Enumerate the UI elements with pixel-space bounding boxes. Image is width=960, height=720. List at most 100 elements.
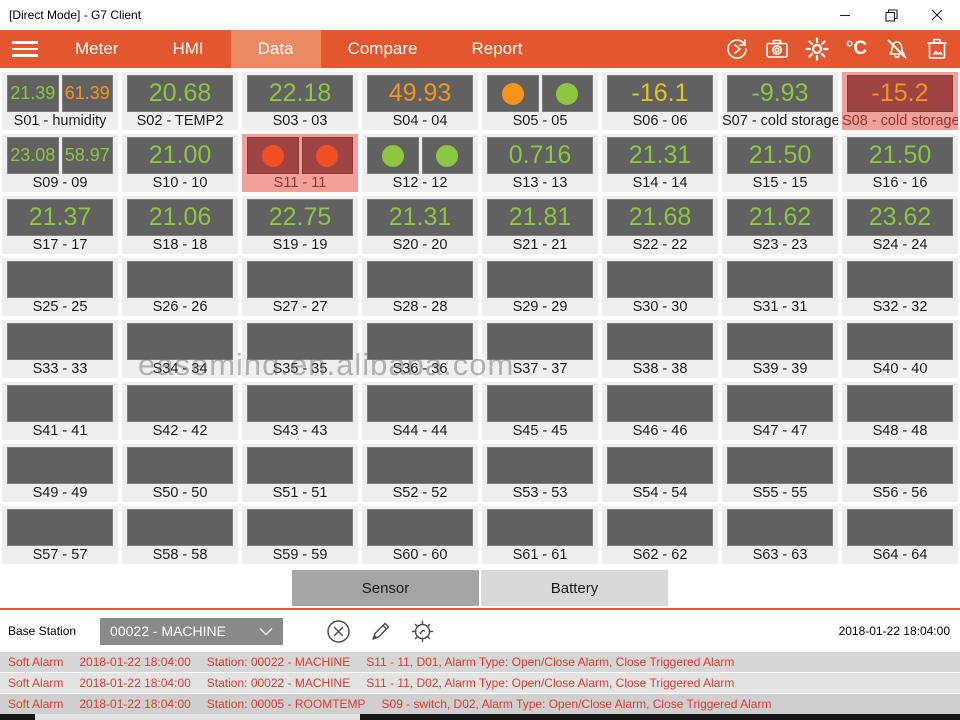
sensor-tile-S07[interactable]: -9.93 S07 - cold storage — [720, 70, 840, 132]
sensor-tile-S03[interactable]: 22.18 S03 - 03 — [240, 70, 360, 132]
sensor-tile-S06[interactable]: -16.1 S06 - 06 — [600, 70, 720, 132]
sensor-tile-S27[interactable]: S27 - 27 — [240, 256, 360, 318]
status-circle-green-icon — [436, 144, 459, 167]
sensor-tile-S52[interactable]: S52 - 52 — [360, 442, 480, 504]
sensor-tile-S24[interactable]: 23.62 S24 - 24 — [840, 194, 960, 256]
sensor-tile-S43[interactable]: S43 - 43 — [240, 380, 360, 442]
sensor-tile-S41[interactable]: S41 - 41 — [0, 380, 120, 442]
sensor-tile-S18[interactable]: 21.06 S18 - 18 — [120, 194, 240, 256]
sensor-tile-S20[interactable]: 21.31 S20 - 20 — [360, 194, 480, 256]
value-box — [367, 137, 419, 174]
sensor-tile-S34[interactable]: S34 - 34 — [120, 318, 240, 380]
tab-data[interactable]: Data — [230, 30, 321, 68]
value-box: -15.2 — [847, 75, 953, 112]
sensor-tile-S17[interactable]: 21.37 S17 - 17 — [0, 194, 120, 256]
sensor-tile-S46[interactable]: S46 - 46 — [600, 380, 720, 442]
sensor-tile-S35[interactable]: S35 - 35 — [240, 318, 360, 380]
mute-bell-icon[interactable] — [883, 36, 910, 63]
scrollbar-thumb[interactable] — [35, 714, 360, 720]
sensor-tile-S12[interactable]: S12 - 12 — [360, 132, 480, 194]
sensor-tile-S42[interactable]: S42 - 42 — [120, 380, 240, 442]
sensor-tile-S55[interactable]: S55 - 55 — [720, 442, 840, 504]
sensor-tile-S57[interactable]: S57 - 57 — [0, 504, 120, 566]
sensor-tile-S25[interactable]: S25 - 25 — [0, 256, 120, 318]
sensor-tile-S51[interactable]: S51 - 51 — [240, 442, 360, 504]
sensor-tile-S32[interactable]: S32 - 32 — [840, 256, 960, 318]
sync-icon[interactable] — [723, 36, 750, 63]
sensor-tile-S62[interactable]: S62 - 62 — [600, 504, 720, 566]
sensor-tile-S26[interactable]: S26 - 26 — [120, 256, 240, 318]
sensor-tile-S13[interactable]: 0.716 S13 - 13 — [480, 132, 600, 194]
tile-value-area: 21.39 61.39 — [2, 72, 118, 112]
sensor-tile-S60[interactable]: S60 - 60 — [360, 504, 480, 566]
value-box — [421, 137, 473, 174]
sensor-tile-S58[interactable]: S58 - 58 — [120, 504, 240, 566]
base-station-dropdown[interactable]: 00022 - MACHINE — [100, 617, 284, 645]
sensor-tile-S50[interactable]: S50 - 50 — [120, 442, 240, 504]
menu-icon[interactable] — [0, 30, 48, 68]
sensor-tile-S14[interactable]: 21.31 S14 - 14 — [600, 132, 720, 194]
sensor-tile-S36[interactable]: S36 - 36 — [360, 318, 480, 380]
edit-pencil-icon[interactable] — [367, 618, 393, 644]
tab-meter[interactable]: Meter — [48, 30, 145, 68]
sensor-tile-S28[interactable]: S28 - 28 — [360, 256, 480, 318]
sensor-tile-S30[interactable]: S30 - 30 — [600, 256, 720, 318]
tab-compare[interactable]: Compare — [321, 30, 445, 68]
status-circle-orange-icon — [501, 82, 524, 105]
sensor-tile-S47[interactable]: S47 - 47 — [720, 380, 840, 442]
sensor-view-button[interactable]: Sensor — [292, 570, 479, 606]
sensor-tile-S08[interactable]: -15.2 S08 - cold storage — [840, 70, 960, 132]
cancel-circle-icon[interactable] — [325, 618, 351, 644]
horizontal-scrollbar[interactable] — [0, 714, 960, 720]
value-box — [847, 509, 953, 546]
maximize-button[interactable] — [868, 0, 914, 30]
battery-view-button[interactable]: Battery — [481, 570, 668, 606]
sensor-tile-S15[interactable]: 21.50 S15 - 15 — [720, 132, 840, 194]
settings-gear-icon[interactable] — [409, 618, 435, 644]
camera-icon[interactable] — [763, 36, 790, 63]
sensor-tile-S61[interactable]: S61 - 61 — [480, 504, 600, 566]
tile-label: S53 - 53 — [512, 485, 568, 501]
brightness-icon[interactable] — [803, 36, 830, 63]
alarm-detail: S09 - switch, D02, Alarm Type: Open/Clos… — [381, 697, 772, 711]
alarm-row[interactable]: Soft Alarm 2018-01-22 18:04:00 Station: 00… — [0, 694, 960, 715]
sensor-tile-S21[interactable]: 21.81 S21 - 21 — [480, 194, 600, 256]
tab-report[interactable]: Report — [444, 30, 549, 68]
sensor-tile-S59[interactable]: S59 - 59 — [240, 504, 360, 566]
close-button[interactable] — [914, 0, 960, 30]
sensor-tile-S01[interactable]: 21.39 61.39 S01 - humidity — [0, 70, 120, 132]
sensor-tile-S05[interactable]: S05 - 05 — [480, 70, 600, 132]
sensor-tile-S56[interactable]: S56 - 56 — [840, 442, 960, 504]
sensor-tile-S64[interactable]: S64 - 64 — [840, 504, 960, 566]
celsius-icon[interactable]: °C — [845, 38, 868, 59]
alarm-row[interactable]: Soft Alarm 2018-01-22 18:04:00 Station: 00… — [0, 673, 960, 694]
sensor-tile-S39[interactable]: S39 - 39 — [720, 318, 840, 380]
sensor-tile-S22[interactable]: 21.68 S22 - 22 — [600, 194, 720, 256]
sensor-tile-S04[interactable]: 49.93 S04 - 04 — [360, 70, 480, 132]
sensor-tile-S02[interactable]: 20.68 S02 - TEMP2 — [120, 70, 240, 132]
sensor-tile-S16[interactable]: 21.50 S16 - 16 — [840, 132, 960, 194]
sensor-tile-S49[interactable]: S49 - 49 — [0, 442, 120, 504]
trash-image-icon[interactable] — [923, 36, 950, 63]
minimize-button[interactable] — [822, 0, 868, 30]
tab-hmi[interactable]: HMI — [145, 30, 230, 68]
alarm-row[interactable]: Soft Alarm 2018-01-22 18:04:00 Station: 00… — [0, 652, 960, 673]
sensor-tile-S29[interactable]: S29 - 29 — [480, 256, 600, 318]
tile-label: S61 - 61 — [512, 547, 568, 563]
sensor-tile-S11[interactable]: S11 - 11 — [240, 132, 360, 194]
sensor-tile-S48[interactable]: S48 - 48 — [840, 380, 960, 442]
sensor-tile-S54[interactable]: S54 - 54 — [600, 442, 720, 504]
sensor-tile-S38[interactable]: S38 - 38 — [600, 318, 720, 380]
sensor-tile-S23[interactable]: 21.62 S23 - 23 — [720, 194, 840, 256]
sensor-tile-S53[interactable]: S53 - 53 — [480, 442, 600, 504]
sensor-tile-S33[interactable]: S33 - 33 — [0, 318, 120, 380]
sensor-tile-S45[interactable]: S45 - 45 — [480, 380, 600, 442]
sensor-tile-S37[interactable]: S37 - 37 — [480, 318, 600, 380]
sensor-tile-S31[interactable]: S31 - 31 — [720, 256, 840, 318]
sensor-tile-S19[interactable]: 22.75 S19 - 19 — [240, 194, 360, 256]
sensor-tile-S44[interactable]: S44 - 44 — [360, 380, 480, 442]
sensor-tile-S63[interactable]: S63 - 63 — [720, 504, 840, 566]
sensor-tile-S09[interactable]: 23.08 58.97 S09 - 09 — [0, 132, 120, 194]
sensor-tile-S10[interactable]: 21.00 S10 - 10 — [120, 132, 240, 194]
sensor-tile-S40[interactable]: S40 - 40 — [840, 318, 960, 380]
